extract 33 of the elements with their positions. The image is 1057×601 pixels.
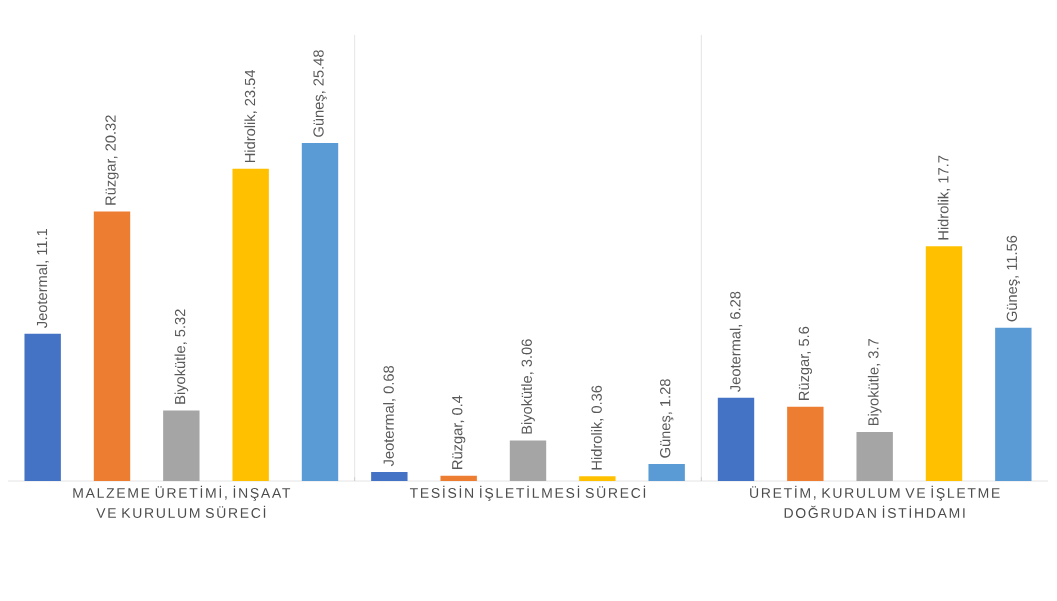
data-label: Jeotermal, 0.68	[383, 365, 396, 467]
data-label: Rüzgar, 5.6	[798, 326, 812, 400]
bar	[856, 431, 893, 481]
bar	[579, 476, 616, 481]
bar	[648, 464, 685, 481]
bar	[163, 410, 200, 481]
data-label: Biyokütle, 3.7	[867, 339, 882, 426]
bar	[24, 333, 61, 481]
data-label: Rüzgar, 0.4	[452, 395, 466, 469]
data-label: Rüzgar, 20.32	[105, 115, 119, 205]
bar	[371, 471, 408, 481]
data-label: Hidrolik, 23.54	[244, 69, 257, 163]
bar	[440, 475, 477, 481]
bar	[717, 397, 755, 481]
x-tick-label: TESİSİN İŞLETİLMESİ SÜRECİ	[409, 485, 646, 501]
data-label: Güneş, 1.28	[660, 379, 674, 458]
data-label: Hidrolik, 0.36	[591, 385, 604, 470]
data-label: Jeotermal, 11.1	[36, 228, 49, 328]
bar	[925, 246, 963, 481]
data-label: Güneş, 11.56	[1006, 235, 1021, 322]
data-label: Jeotermal, 6.28	[729, 291, 743, 392]
bar	[93, 211, 131, 481]
bar	[301, 143, 339, 481]
data-label: Güneş, 25.48	[313, 50, 327, 137]
x-tick-label: ÜRETİM, KURULUM VE İŞLETME DOĞRUDAN İSTİHDAMI	[750, 485, 1000, 518]
bar	[787, 406, 824, 481]
data-label: Biyokütle, 3.06	[521, 339, 535, 434]
x-tick-label: MALZEME ÜRETİMİ, İNŞAAT VE KURULUM SÜRECİ	[73, 485, 291, 518]
bar	[995, 327, 1032, 481]
bar	[509, 440, 547, 481]
bar	[232, 168, 269, 481]
data-label: Hidrolik, 17.7	[937, 155, 951, 240]
data-label: Biyokütle, 5.32	[174, 309, 189, 404]
